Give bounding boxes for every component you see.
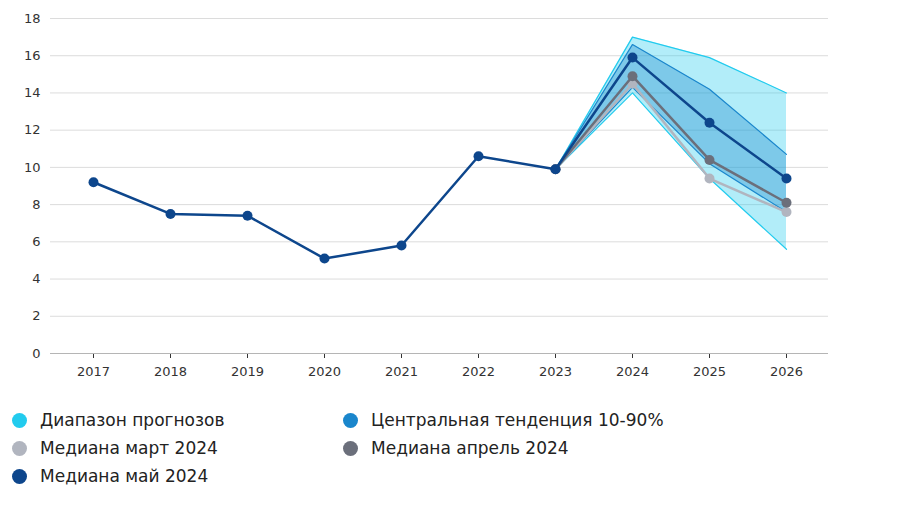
svg-text:2021: 2021: [385, 364, 418, 379]
svg-text:2017: 2017: [77, 364, 110, 379]
svg-text:2019: 2019: [231, 364, 264, 379]
svg-text:10: 10: [24, 160, 41, 175]
svg-text:14: 14: [24, 85, 41, 100]
html-text:Медиана май 2024: Медиана май 2024: [40, 466, 209, 486]
svg-text:2024: 2024: [616, 364, 649, 379]
svg-text:2018: 2018: [154, 364, 187, 379]
svg-text:6: 6: [32, 234, 40, 249]
svg-text:2025: 2025: [693, 364, 726, 379]
svg-text:18: 18: [24, 11, 41, 26]
svg-text:16: 16: [24, 48, 41, 63]
svg-text:2022: 2022: [462, 364, 495, 379]
html-text:Медиана март 2024: Медиана март 2024: [40, 438, 218, 458]
svg-text:0: 0: [32, 346, 40, 361]
svg-text:4: 4: [32, 271, 40, 286]
svg-text:2020: 2020: [308, 364, 341, 379]
html-text:Диапазон прогнозов: Диапазон прогнозов: [40, 410, 225, 430]
svg-text:2023: 2023: [539, 364, 572, 379]
svg-text:2026: 2026: [770, 364, 803, 379]
html-text:Медиана апрель 2024: Медиана апрель 2024: [371, 438, 569, 458]
svg-text:2: 2: [32, 308, 40, 323]
html-text:Центральная тенденция 10-90%: Центральная тенденция 10-90%: [371, 410, 664, 430]
svg-text:8: 8: [32, 197, 40, 212]
svg-text:12: 12: [24, 122, 41, 137]
